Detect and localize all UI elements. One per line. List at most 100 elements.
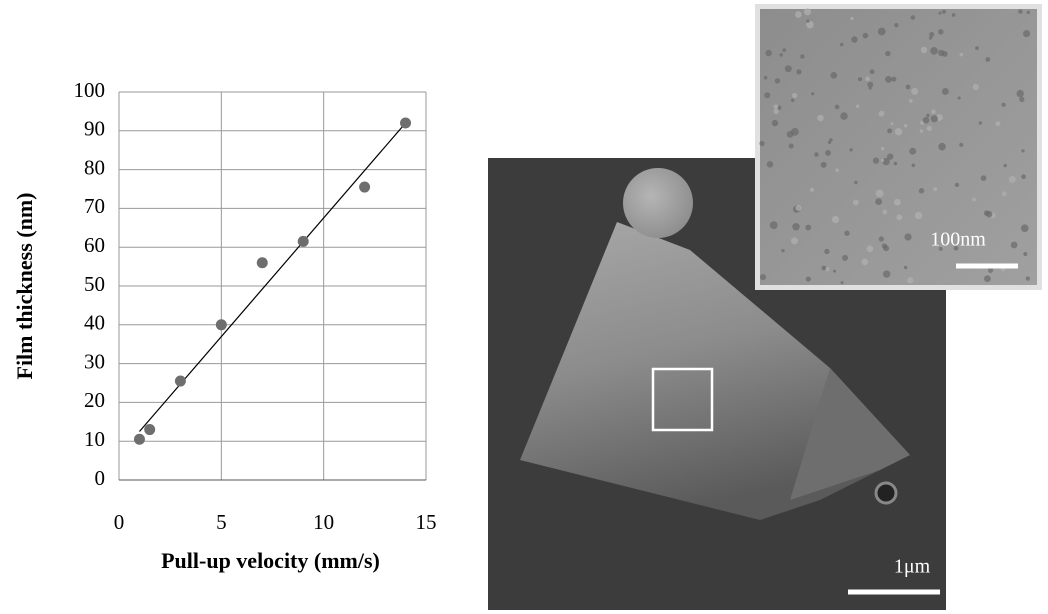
y-tick-label: 10 bbox=[84, 427, 105, 451]
texture-dot bbox=[792, 223, 799, 230]
texture-dot bbox=[867, 246, 874, 253]
texture-dot bbox=[772, 120, 778, 126]
texture-dot bbox=[795, 11, 802, 18]
y-tick-label: 80 bbox=[84, 155, 105, 179]
texture-dot bbox=[1016, 90, 1023, 97]
texture-dot bbox=[926, 114, 929, 117]
texture-dot bbox=[830, 72, 837, 79]
y-tick-label: 60 bbox=[84, 233, 105, 257]
data-point bbox=[359, 182, 370, 193]
texture-dot bbox=[938, 50, 944, 56]
texture-dot bbox=[858, 77, 862, 81]
texture-dot bbox=[828, 141, 831, 144]
texture-dot bbox=[833, 270, 836, 273]
data-point bbox=[257, 257, 268, 268]
y-tick-label: 30 bbox=[84, 349, 105, 373]
texture-dot bbox=[885, 51, 890, 56]
texture-dot bbox=[1003, 164, 1006, 167]
y-tick-label: 20 bbox=[84, 388, 105, 412]
texture-dot bbox=[920, 129, 923, 132]
texture-dot bbox=[851, 36, 857, 42]
texture-dot bbox=[795, 205, 801, 211]
texture-dot bbox=[1009, 176, 1016, 183]
texture-dot bbox=[972, 198, 976, 202]
x-axis-label: Pull-up velocity (mm/s) bbox=[161, 548, 380, 573]
texture-dot bbox=[854, 181, 857, 184]
texture-dot bbox=[882, 243, 887, 248]
y-tick-label: 100 bbox=[74, 78, 106, 102]
texture-dot bbox=[764, 92, 770, 98]
figure-canvas: 1μm 100nm 0102030405060708090100051015Pu… bbox=[0, 0, 1048, 614]
texture-dot bbox=[810, 188, 814, 192]
texture-dot bbox=[800, 54, 804, 58]
texture-dot bbox=[891, 122, 894, 125]
texture-dot bbox=[919, 188, 924, 193]
texture-dot bbox=[894, 199, 901, 206]
data-point bbox=[175, 376, 186, 387]
texture-dot bbox=[904, 124, 908, 128]
texture-dot bbox=[821, 162, 827, 168]
texture-dot bbox=[1021, 224, 1029, 232]
x-tick-label: 15 bbox=[416, 510, 437, 534]
texture-dot bbox=[835, 105, 840, 110]
texture-dot bbox=[938, 12, 941, 15]
texture-dot bbox=[873, 158, 879, 164]
texture-dot bbox=[1027, 11, 1030, 14]
scale-label: 100nm bbox=[930, 229, 986, 251]
texture-dot bbox=[821, 266, 826, 271]
texture-dot bbox=[915, 212, 923, 220]
texture-dot bbox=[927, 126, 932, 131]
texture-dot bbox=[1023, 30, 1030, 37]
texture-dot bbox=[981, 175, 987, 181]
texture-dot bbox=[835, 168, 839, 172]
texture-dot bbox=[1021, 174, 1026, 179]
texture-dot bbox=[909, 99, 913, 103]
texture-dot bbox=[1019, 97, 1024, 102]
texture-dot bbox=[931, 115, 938, 122]
texture-dot bbox=[806, 276, 811, 281]
texture-dot bbox=[865, 77, 870, 82]
texture-dot bbox=[825, 150, 831, 156]
texture-dot bbox=[759, 141, 764, 146]
texture-dot bbox=[894, 162, 898, 166]
texture-dot bbox=[1023, 252, 1027, 256]
texture-dot bbox=[930, 47, 938, 55]
texture-dot bbox=[907, 277, 913, 283]
data-point bbox=[400, 118, 411, 129]
texture-dot bbox=[985, 57, 990, 62]
texture-dot bbox=[806, 19, 809, 22]
texture-dot bbox=[773, 109, 778, 114]
texture-dot bbox=[984, 275, 991, 282]
texture-dot bbox=[1001, 103, 1005, 107]
texture-dot bbox=[767, 161, 774, 168]
texture-dot bbox=[785, 65, 792, 72]
texture-dot bbox=[882, 210, 887, 215]
texture-dot bbox=[1021, 149, 1024, 152]
y-axis-label: Film thickness (nm) bbox=[12, 193, 37, 380]
texture-dot bbox=[979, 121, 982, 124]
texture-dot bbox=[856, 105, 859, 108]
texture-dot bbox=[952, 13, 956, 17]
texture-dot bbox=[912, 163, 916, 167]
x-tick-label: 0 bbox=[114, 510, 125, 534]
y-tick-label: 50 bbox=[84, 272, 105, 296]
texture-dot bbox=[988, 268, 993, 273]
texture-dot bbox=[881, 147, 884, 150]
texture-dot bbox=[1002, 191, 1007, 196]
texture-dot bbox=[1011, 242, 1018, 249]
texture-dot bbox=[975, 46, 979, 50]
texture-dot bbox=[883, 270, 890, 277]
texture-dot bbox=[849, 148, 852, 151]
texture-dot bbox=[804, 8, 811, 15]
texture-dot bbox=[1018, 9, 1023, 14]
texture-dot bbox=[959, 143, 963, 147]
texture-dot bbox=[792, 93, 797, 98]
texture-dot bbox=[911, 15, 916, 20]
inset-image: 100nm bbox=[755, 4, 1042, 290]
texture-dot bbox=[904, 266, 907, 269]
texture-dot bbox=[938, 29, 943, 34]
texture-dot bbox=[929, 36, 932, 39]
texture-dot bbox=[1026, 276, 1030, 280]
texture-dot bbox=[791, 98, 795, 102]
texture-dot bbox=[891, 77, 896, 82]
